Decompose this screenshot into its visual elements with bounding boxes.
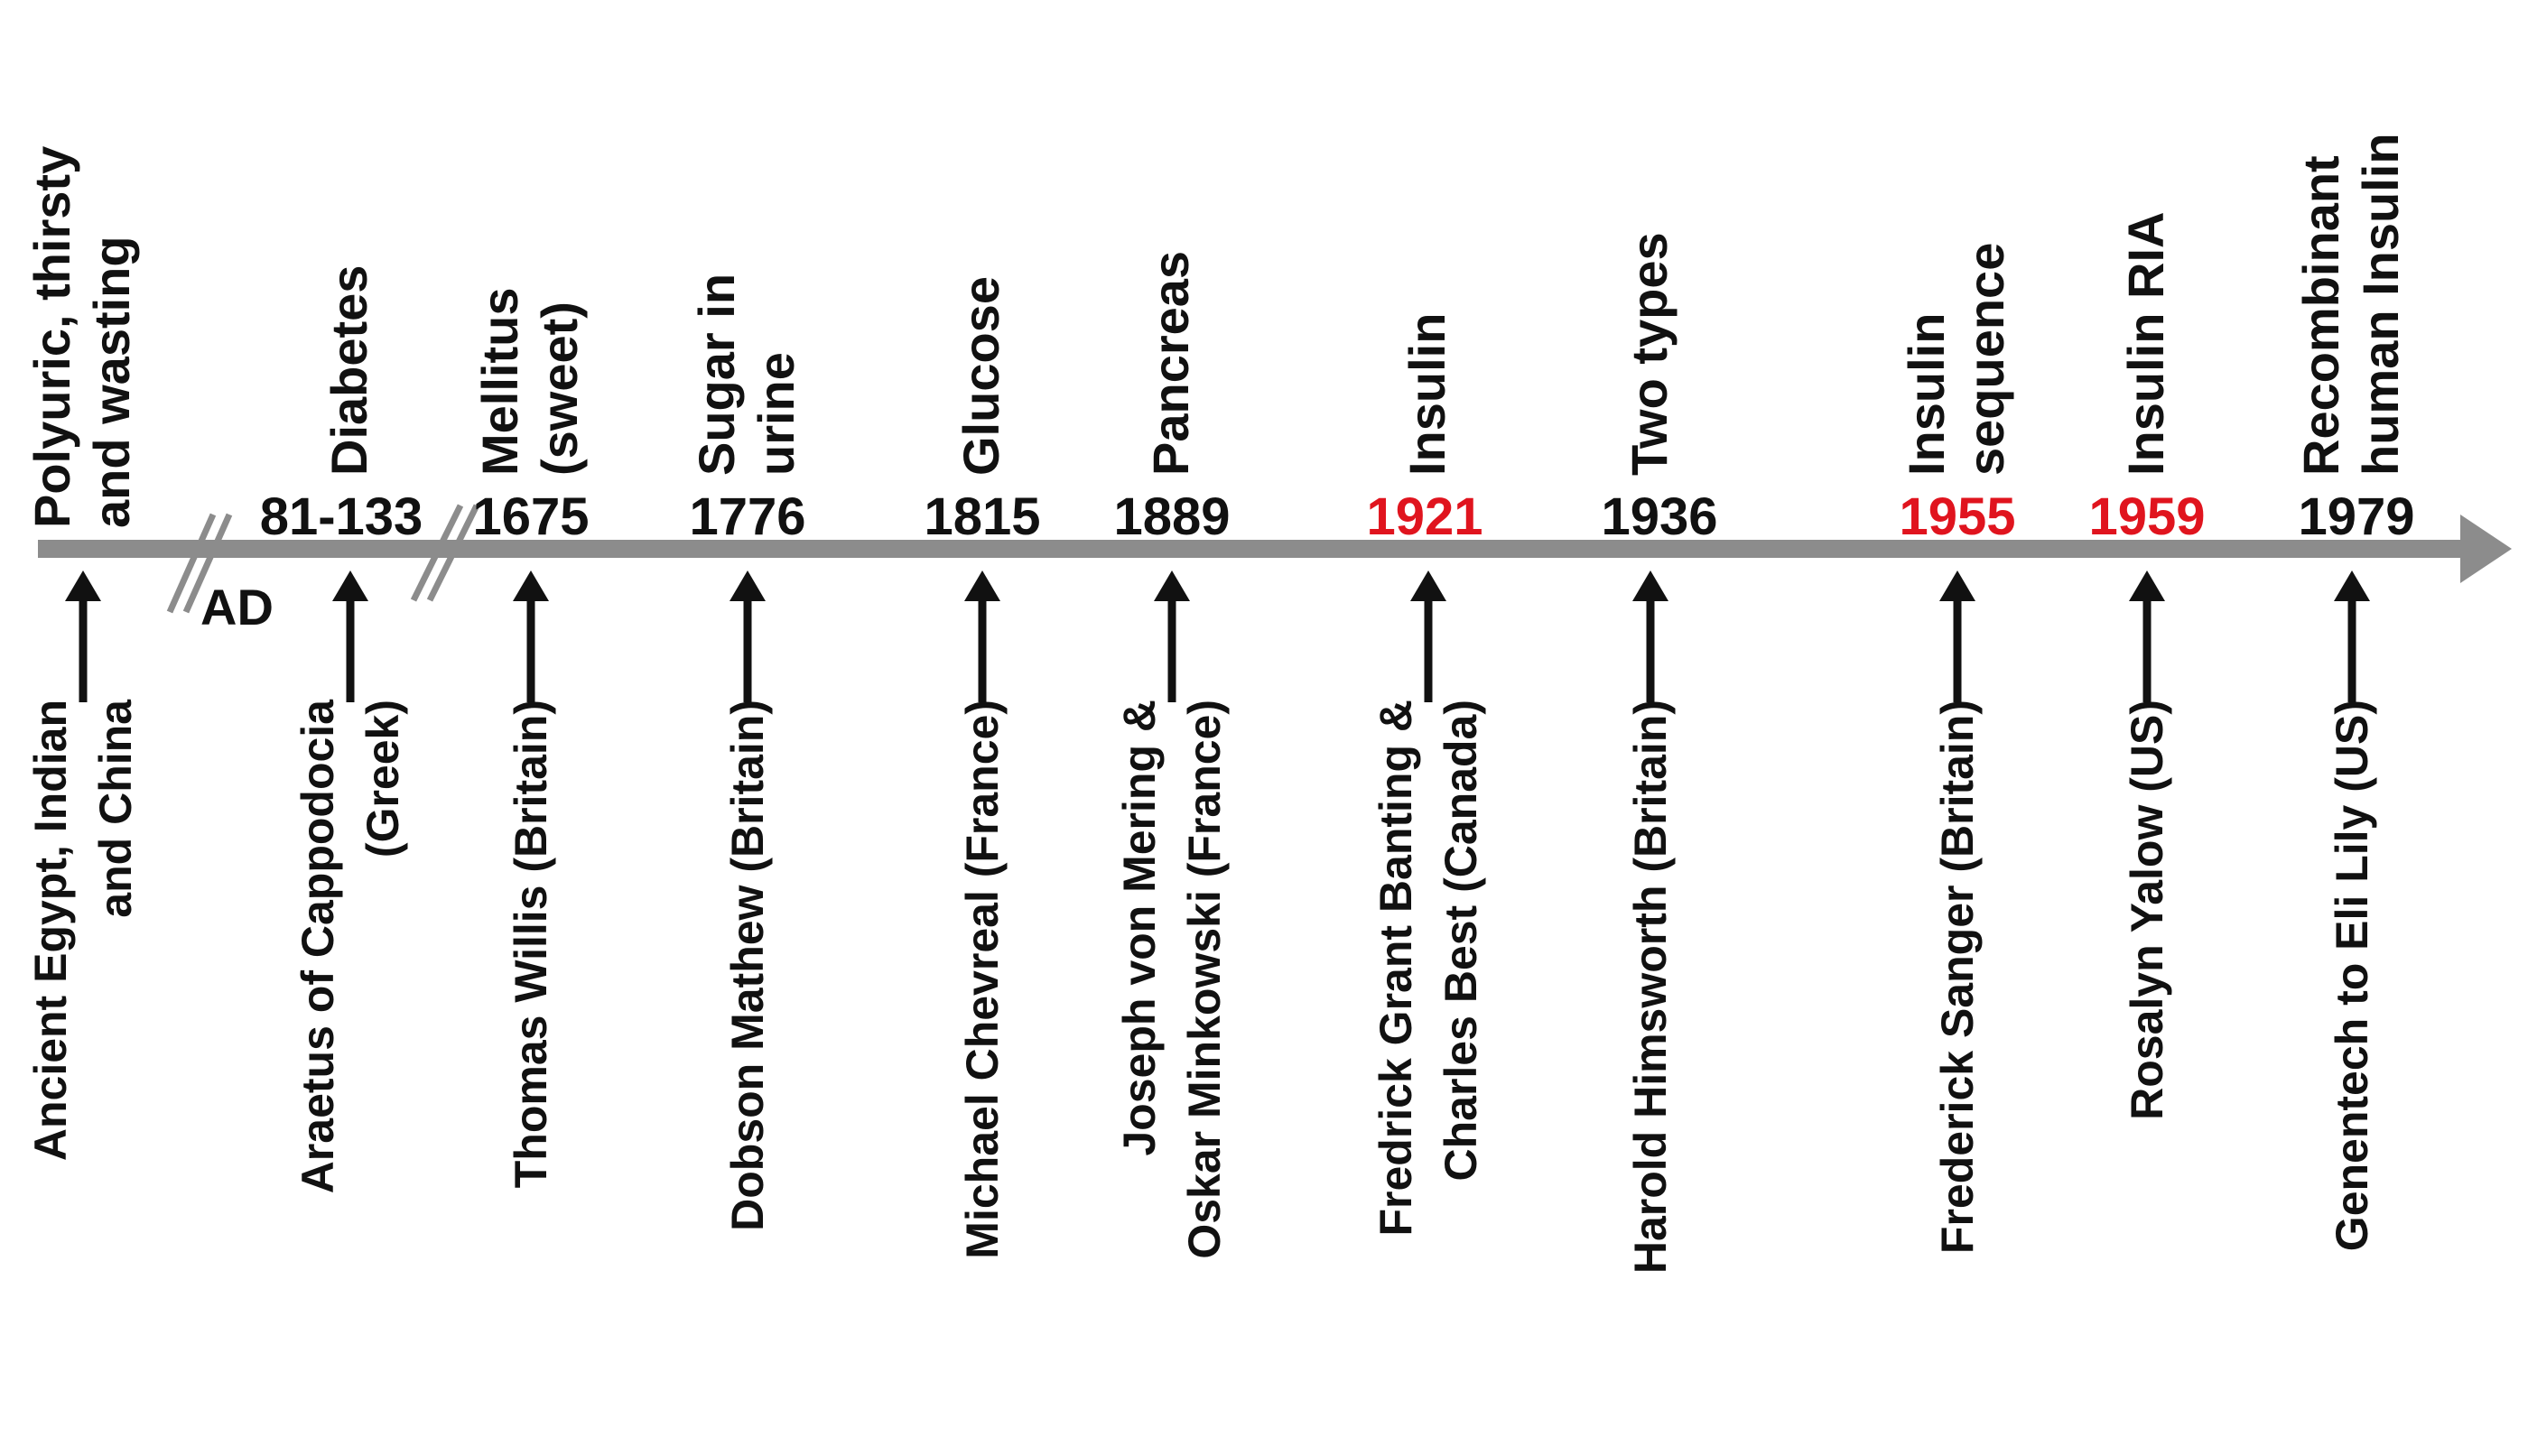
event-discovery-line: Insulin bbox=[1898, 313, 1955, 476]
timeline-axis bbox=[38, 540, 2467, 558]
event-person-line: (Greek) bbox=[358, 700, 408, 858]
event-person-line: Ancient Egypt, Indian bbox=[25, 700, 76, 1161]
event-year: 1889 bbox=[1113, 487, 1230, 546]
event-year: 81-133 bbox=[260, 487, 423, 546]
event-person-line: Araetus of Cappodocia bbox=[293, 699, 343, 1193]
timeline-event: 81-133 Diabetes Araetus of Cappodocia (Gree… bbox=[260, 265, 423, 1194]
timeline-event: 1815 Glucose Michael Chevreal (France) bbox=[924, 276, 1040, 1259]
axis-break-mark-1 bbox=[166, 513, 233, 614]
up-arrow-icon bbox=[65, 570, 101, 601]
event-year: 1959 bbox=[2088, 487, 2205, 546]
event-year: 1955 bbox=[1899, 487, 2015, 546]
event-discovery-line: Polyuric, thirsty bbox=[23, 146, 80, 528]
event-discovery-line: urine bbox=[748, 352, 804, 476]
event-discovery-line: Insulin RIA bbox=[2117, 212, 2174, 476]
event-discovery-line: human Insulin bbox=[2352, 133, 2409, 476]
event-person-line: Oskar Minkowski (France) bbox=[1179, 700, 1230, 1259]
timeline-event: 1675 Mellitus (sweet) Thomas Willis (Britai… bbox=[471, 288, 590, 1189]
timeline-event: 1979 Recombinant human Insulin Genentech to… bbox=[2292, 133, 2415, 1251]
event-person-line: Charles Best (Canada) bbox=[1436, 700, 1486, 1182]
event-discovery-line: Insulin bbox=[1399, 313, 1455, 476]
event-person-line: Frederick Sanger (Britain) bbox=[1932, 700, 1983, 1254]
up-arrow-icon bbox=[1632, 570, 1668, 601]
up-arrow-icon bbox=[964, 570, 1000, 601]
up-arrow-icon bbox=[332, 570, 368, 601]
event-year: 1815 bbox=[924, 487, 1040, 546]
event-person-line: Thomas Willis (Britain) bbox=[506, 700, 556, 1188]
event-discovery-line: (sweet) bbox=[531, 301, 588, 476]
event-person-line: and China bbox=[90, 699, 141, 918]
event-person-line: Michael Chevreal (France) bbox=[957, 700, 1008, 1259]
event-person-line: Rosalyn Yalow (US) bbox=[2122, 700, 2172, 1120]
event-year: 1675 bbox=[472, 487, 589, 546]
timeline-event: Polyuric, thirsty and wasting Ancient Egyp… bbox=[23, 146, 141, 1161]
event-year: 1921 bbox=[1366, 487, 1482, 546]
event-person-line: Joseph von Mering & bbox=[1114, 700, 1165, 1156]
event-discovery-line: sequence bbox=[1957, 243, 2014, 476]
timeline-event: 1959 Insulin RIA Rosalyn Yalow (US) bbox=[2088, 212, 2205, 1120]
event-discovery-line: Diabetes bbox=[321, 265, 377, 476]
timeline-axis-arrowhead bbox=[2460, 515, 2512, 583]
timeline-event: 1776 Sugar in urine Dobson Mathew (Britain) bbox=[688, 274, 806, 1231]
timeline-events: Polyuric, thirsty and wasting Ancient Egyp… bbox=[23, 133, 2415, 1274]
timeline-event: 1936 Two types Harold Himsworth (Britain) bbox=[1601, 232, 1717, 1274]
event-person-line: Harold Himsworth (Britain) bbox=[1625, 700, 1676, 1274]
event-year: 1979 bbox=[2298, 487, 2414, 546]
up-arrow-icon bbox=[1154, 570, 1190, 601]
up-arrow-icon bbox=[513, 570, 549, 601]
up-arrow-icon bbox=[1410, 570, 1446, 601]
up-arrow-icon bbox=[1939, 570, 1975, 601]
event-year: 1936 bbox=[1601, 487, 1717, 546]
timeline-event: 1955 Insulin sequence Frederick Sanger (Bri… bbox=[1898, 243, 2016, 1254]
event-person-line: Genentech to Eli Lily (US) bbox=[2327, 700, 2377, 1251]
era-label: AD bbox=[200, 579, 274, 635]
timeline-event: 1889 Pancreas Joseph von Mering & Oskar Min… bbox=[1113, 251, 1230, 1259]
event-discovery-line: Pancreas bbox=[1142, 251, 1199, 476]
up-arrow-icon bbox=[730, 570, 766, 601]
event-discovery-line: Glucose bbox=[953, 276, 1009, 476]
up-arrow-icon bbox=[2334, 570, 2370, 601]
timeline-event: 1921 Insulin Fredrick Grant Banting & Charl… bbox=[1366, 313, 1486, 1237]
event-discovery-line: Mellitus bbox=[471, 288, 528, 476]
event-person-line: Dobson Mathew (Britain) bbox=[722, 700, 773, 1231]
event-year: 1776 bbox=[689, 487, 805, 546]
event-discovery-line: Two types bbox=[1621, 232, 1678, 476]
event-discovery-line: and wasting bbox=[83, 236, 140, 528]
event-person-line: Fredrick Grant Banting & bbox=[1371, 700, 1421, 1237]
event-discovery-line: Sugar in bbox=[688, 274, 745, 476]
up-arrow-icon bbox=[2129, 570, 2165, 601]
event-discovery-line: Recombinant bbox=[2292, 155, 2349, 476]
axis-break-mark-2 bbox=[410, 504, 480, 602]
